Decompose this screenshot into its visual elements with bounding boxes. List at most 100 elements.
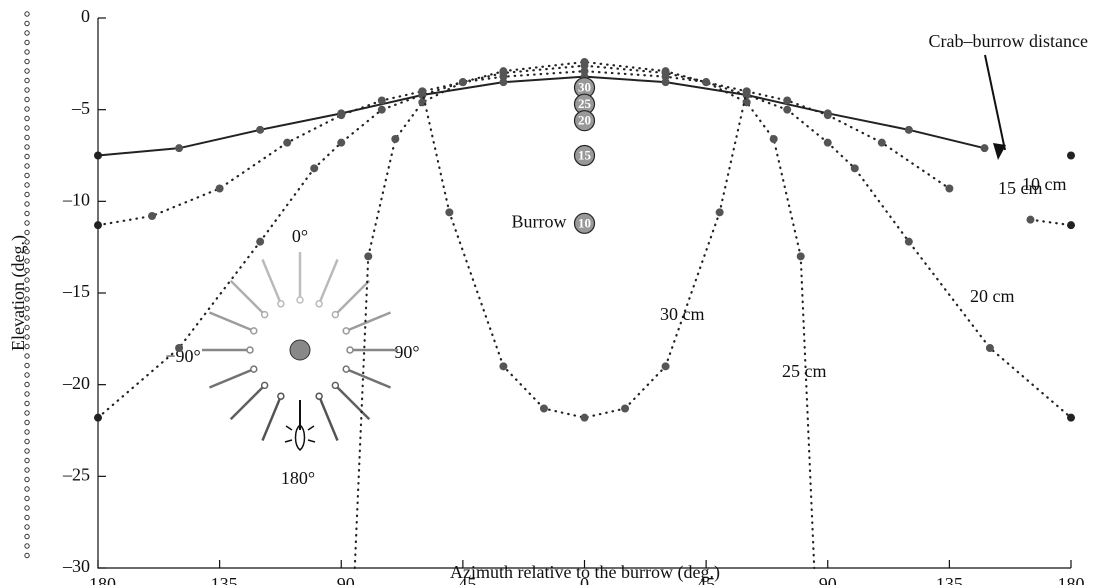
burrow-label: 25 [578, 96, 592, 111]
point [215, 184, 224, 193]
point [661, 67, 670, 76]
column-dot [24, 210, 30, 217]
column-dot [24, 315, 30, 321]
point [1067, 221, 1075, 230]
inset-label: 0° [292, 226, 308, 246]
burrow-marker [573, 144, 596, 167]
column-dot [24, 96, 30, 103]
column-dot [24, 77, 30, 84]
column-dot [24, 220, 30, 226]
point [715, 208, 724, 217]
column-dot [24, 106, 30, 112]
column-dot [24, 533, 30, 540]
column-dot [24, 229, 30, 236]
y-tick-label: –10 [62, 189, 90, 209]
column-dot [24, 524, 30, 530]
burrow-label: 15 [578, 147, 592, 162]
column-dot [24, 552, 30, 559]
x-tick-label: –180 [79, 574, 116, 585]
inset-spoke [318, 258, 339, 303]
point [310, 164, 319, 173]
point [94, 151, 102, 160]
column-dot [24, 381, 30, 388]
point [337, 138, 346, 147]
column-dot [24, 134, 30, 141]
y-tick-label: –20 [62, 373, 90, 393]
column-dot [24, 125, 30, 131]
column-dot [24, 419, 30, 426]
column-dot [24, 201, 30, 207]
inset-dot [277, 392, 285, 400]
column-dot [24, 239, 30, 245]
inset-spoke [261, 258, 282, 303]
inset-label: 90° [394, 342, 419, 362]
column-dot [24, 144, 30, 150]
point [823, 111, 832, 120]
point [364, 252, 373, 261]
point [175, 344, 184, 352]
point [1026, 215, 1035, 224]
inset-spoke [347, 311, 392, 332]
column-dot [24, 486, 30, 492]
inset-dot [250, 365, 258, 373]
point [985, 344, 994, 352]
point [539, 404, 548, 413]
point [621, 404, 630, 413]
inset-dot [331, 310, 340, 319]
point [256, 125, 265, 134]
point [94, 221, 102, 230]
point [175, 144, 184, 153]
series-line [353, 60, 816, 570]
inset-spoke [261, 397, 282, 442]
column-dot [24, 467, 30, 473]
burrow-marker [573, 110, 596, 132]
point [850, 164, 859, 173]
y-axis-label: Elevation (deg.) [8, 235, 29, 351]
inset-crab [284, 424, 316, 451]
column-dot [24, 429, 30, 435]
point [796, 252, 805, 261]
series-label: 20 cm [970, 286, 1015, 306]
column-dot [24, 182, 30, 188]
column-dot [24, 410, 30, 416]
point [458, 78, 467, 87]
column-dot [24, 87, 30, 93]
column-dot [24, 400, 30, 407]
point [980, 144, 989, 153]
inset-burrow [289, 339, 311, 361]
x-tick-label: 135 [936, 574, 963, 585]
column-dot [24, 495, 30, 502]
point [661, 78, 670, 87]
series-label: 30 cm [660, 304, 705, 324]
point [580, 413, 589, 422]
column-dot [24, 353, 30, 359]
column-dot [24, 286, 30, 293]
y-tick-label: –15 [62, 281, 90, 301]
inset-spoke [335, 279, 371, 315]
inset-spoke [208, 311, 253, 332]
point [283, 138, 292, 147]
series-label: 15 cm [998, 178, 1043, 198]
point [445, 208, 454, 217]
column-dot [24, 191, 30, 198]
point [823, 138, 832, 147]
column-dot [24, 391, 30, 397]
inset-dot [346, 346, 354, 354]
inset: 0° 90° −90° 180° [165, 226, 419, 488]
column-dot [24, 68, 30, 74]
x-tick-label: –90 [327, 574, 355, 585]
point [499, 67, 508, 76]
inset-dot [296, 296, 304, 304]
inset-dot [331, 381, 340, 390]
point [377, 96, 386, 105]
column-dot [24, 305, 30, 312]
point [702, 78, 711, 87]
point [904, 237, 913, 246]
burrow-label: 20 [578, 113, 591, 128]
x-tick-label: 90 [819, 574, 837, 585]
inset-spoke [229, 385, 265, 421]
column-dot [24, 163, 30, 169]
column-dot [24, 277, 30, 283]
burrow-label: 10 [578, 215, 591, 230]
point [661, 362, 670, 371]
